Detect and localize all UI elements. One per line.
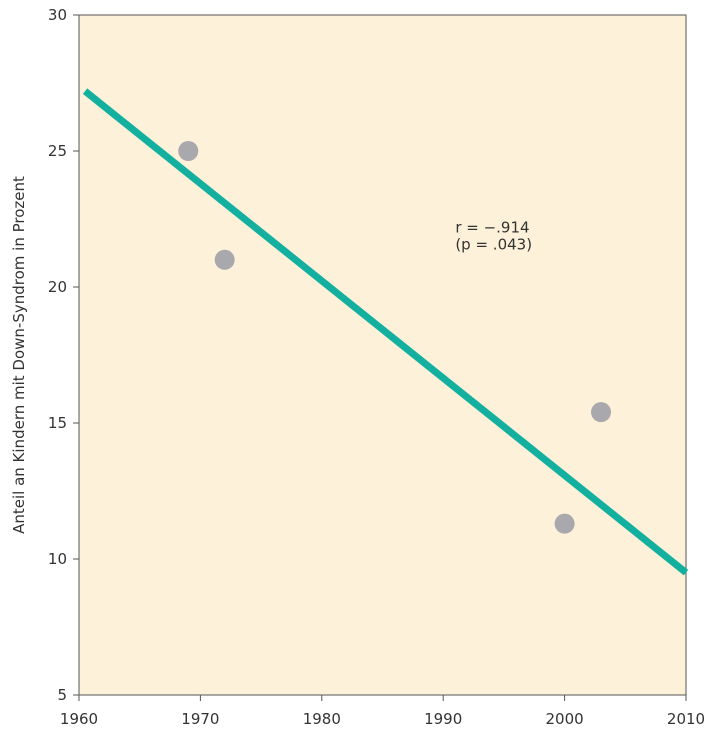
y-axis-title: Anteil an Kindern mit Down-Syndrom in Pr… [10, 176, 28, 534]
trend-line [82, 88, 689, 576]
y-tick-label: 30 [48, 6, 67, 24]
data-point [554, 513, 575, 534]
data-point [214, 249, 235, 270]
data-points [178, 141, 612, 534]
x-tick-label: 2010 [667, 710, 704, 728]
y-tick-label: 15 [48, 414, 67, 432]
y-tick-label: 25 [48, 142, 67, 160]
p-value-label: (p = .043) [455, 236, 532, 254]
data-point [178, 141, 199, 161]
y-tick-label: 10 [48, 550, 67, 568]
y-tick-label: 20 [48, 278, 67, 296]
x-tick-label: 1960 [60, 710, 98, 728]
y-axis: 5 10 15 20 25 30 [48, 6, 79, 704]
x-axis: 1960 1970 1980 1990 2000 2010 [60, 695, 704, 728]
correlation-label: r = −.914 [455, 219, 529, 237]
data-point [591, 402, 612, 423]
x-tick-label: 1990 [424, 710, 462, 728]
x-tick-label: 1980 [303, 710, 341, 728]
x-tick-label: 2000 [546, 710, 584, 728]
y-tick-label: 5 [57, 686, 67, 704]
plot-area [78, 14, 687, 696]
x-tick-label: 1970 [181, 710, 219, 728]
